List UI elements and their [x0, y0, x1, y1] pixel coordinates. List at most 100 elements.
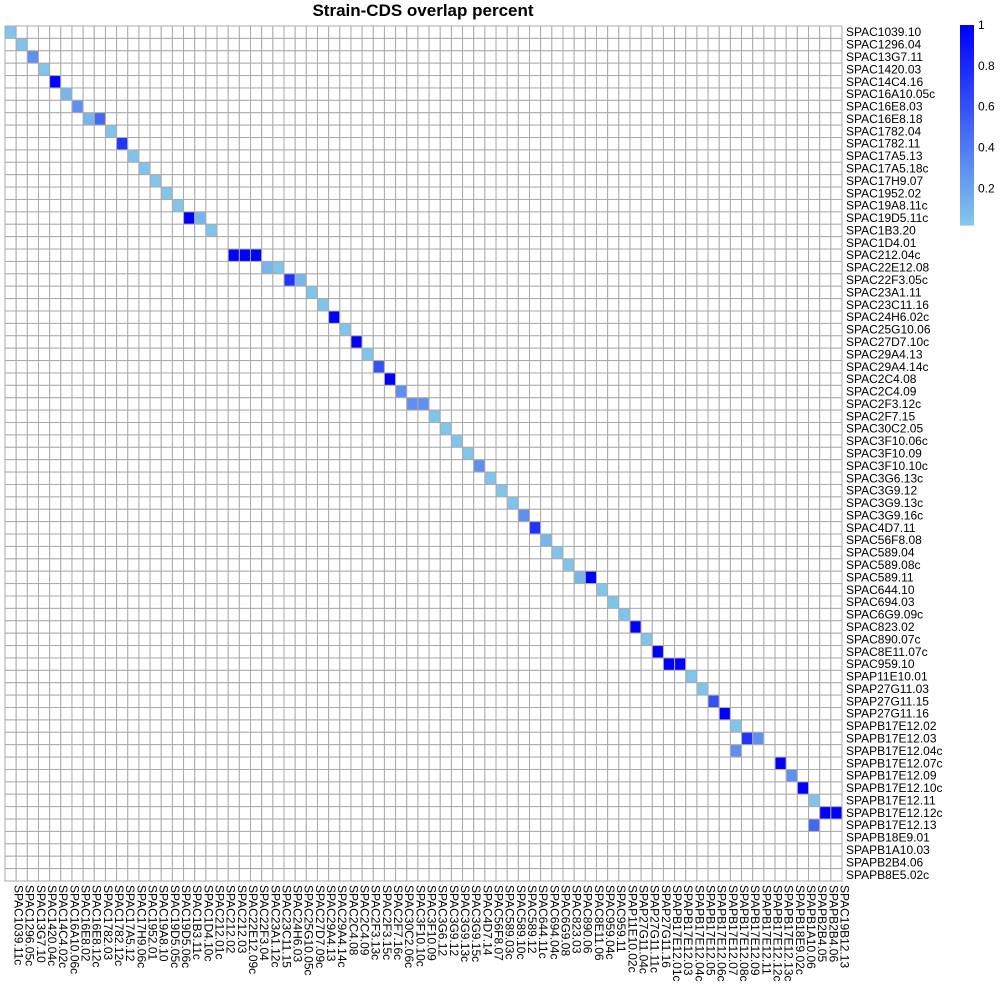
heatmap-cell — [662, 570, 676, 585]
heatmap-cell — [718, 335, 731, 349]
heatmap-cell — [138, 87, 151, 101]
heatmap-cell — [774, 595, 787, 609]
heatmap-cell — [796, 707, 810, 721]
heatmap-cell — [160, 731, 173, 746]
heatmap-cell — [26, 75, 39, 89]
heatmap-cell — [261, 521, 274, 535]
heatmap-cell — [104, 161, 118, 176]
heatmap-cell — [562, 707, 575, 721]
heatmap-cell — [473, 793, 486, 808]
heatmap-cell — [718, 384, 731, 399]
heatmap-cell — [4, 260, 17, 275]
heatmap-cell — [428, 632, 441, 647]
heatmap-cell — [283, 545, 296, 560]
heatmap-cell-filled — [160, 186, 173, 200]
heatmap-cell — [49, 446, 62, 461]
heatmap-cell — [819, 124, 832, 139]
heatmap-cell — [517, 694, 531, 709]
heatmap-cell — [763, 620, 776, 634]
heatmap-cell — [450, 347, 464, 362]
heatmap-cell — [60, 124, 73, 139]
heatmap-cell-filled — [506, 496, 519, 510]
heatmap-cell — [149, 843, 162, 857]
heatmap-cell — [238, 657, 252, 671]
heatmap-cell — [495, 260, 508, 275]
heatmap-cell — [350, 533, 363, 547]
heatmap-cell — [15, 768, 28, 783]
heatmap-cell — [741, 744, 754, 758]
heatmap-cell — [462, 471, 475, 485]
heatmap-cell — [49, 347, 62, 362]
heatmap-cell — [495, 545, 508, 560]
heatmap-cell — [283, 50, 296, 64]
heatmap-cell — [662, 186, 676, 200]
heatmap-cell — [607, 521, 620, 535]
heatmap-cell — [830, 248, 843, 262]
heatmap-cell — [116, 149, 129, 163]
heatmap-cell — [796, 508, 810, 523]
heatmap-cell — [205, 174, 218, 188]
heatmap-cell — [551, 521, 564, 535]
heatmap-cell — [473, 483, 486, 498]
heatmap-cell — [171, 707, 185, 721]
heatmap-cell — [183, 25, 196, 39]
heatmap-cell — [216, 744, 229, 758]
heatmap-cell — [752, 99, 765, 114]
heatmap-cell — [15, 645, 28, 659]
heatmap-cell — [127, 682, 140, 696]
heatmap-cell — [272, 236, 285, 250]
heatmap-cell — [808, 112, 821, 126]
heatmap-cell — [82, 756, 95, 770]
heatmap-cell — [339, 273, 352, 287]
heatmap-cell — [261, 347, 274, 362]
heatmap-cell — [774, 422, 787, 436]
heatmap-cell — [529, 397, 542, 411]
heatmap-cell — [796, 607, 810, 622]
heatmap-cell — [763, 298, 776, 312]
heatmap-cell — [216, 174, 229, 188]
heatmap-cell — [439, 434, 452, 448]
heatmap-cell — [183, 285, 196, 300]
heatmap-cell — [506, 508, 519, 523]
heatmap-cell — [372, 570, 385, 585]
heatmap-cell — [629, 25, 642, 39]
heatmap-cell — [763, 137, 776, 151]
heatmap-cell — [584, 62, 597, 77]
heatmap-cell — [350, 471, 363, 485]
heatmap-cell — [49, 149, 62, 163]
heatmap-cell — [160, 645, 173, 659]
heatmap-cell — [71, 360, 84, 374]
heatmap-cell — [4, 756, 17, 770]
heatmap-cell — [417, 793, 430, 808]
heatmap-cell — [484, 744, 497, 758]
heatmap-cell — [450, 285, 464, 300]
heatmap-cell — [473, 347, 486, 362]
heatmap-cell — [316, 632, 330, 647]
heatmap-cell — [484, 707, 497, 721]
heatmap-cell — [104, 137, 118, 151]
heatmap-cell — [127, 793, 140, 808]
heatmap-cell — [573, 682, 586, 696]
heatmap-cell — [171, 806, 185, 820]
heatmap-cell — [250, 137, 263, 151]
heatmap-cell — [406, 731, 419, 746]
heatmap-cell — [785, 508, 798, 523]
heatmap-cell — [808, 409, 821, 424]
heatmap-cell — [741, 533, 754, 547]
heatmap-cell — [261, 112, 274, 126]
heatmap-cell — [495, 756, 508, 770]
heatmap-cell — [283, 483, 296, 498]
heatmap-cell — [227, 211, 240, 225]
heatmap-cell — [49, 236, 62, 250]
heatmap-cell — [183, 397, 196, 411]
heatmap-cell — [15, 793, 28, 808]
heatmap-cell — [551, 161, 564, 176]
heatmap-cell — [540, 583, 553, 597]
heatmap-cell — [495, 422, 508, 436]
heatmap-cell — [685, 583, 698, 597]
heatmap-cell — [529, 694, 542, 709]
heatmap-cell — [584, 335, 597, 349]
heatmap-cell — [674, 707, 687, 721]
heatmap-cell — [406, 298, 419, 312]
